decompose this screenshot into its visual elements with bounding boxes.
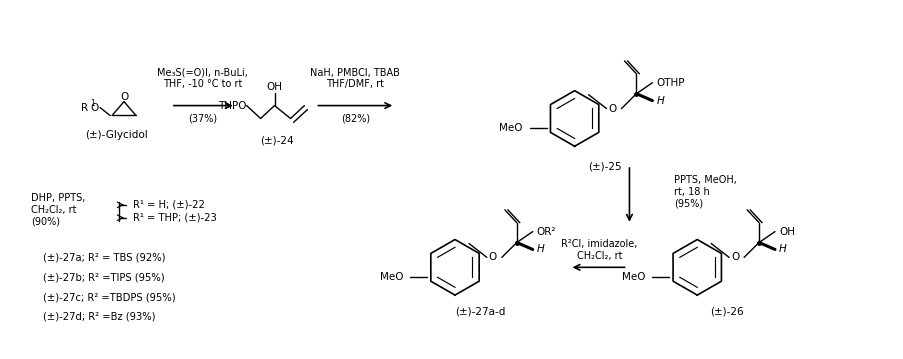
- Text: CH₂Cl₂, rt: CH₂Cl₂, rt: [576, 251, 621, 261]
- Text: OH: OH: [266, 82, 283, 92]
- Text: 1: 1: [90, 99, 95, 108]
- Text: R¹ = THP; (±)-23: R¹ = THP; (±)-23: [133, 213, 217, 223]
- Text: DHP, PPTS,: DHP, PPTS,: [32, 193, 86, 203]
- Text: PPTS, MeOH,: PPTS, MeOH,: [674, 175, 736, 185]
- Text: H: H: [778, 244, 786, 255]
- Text: THF, -10 °C to rt: THF, -10 °C to rt: [163, 79, 242, 89]
- Text: Me₃S(=O)I, n-BuLi,: Me₃S(=O)I, n-BuLi,: [157, 68, 248, 78]
- Text: (±)-24: (±)-24: [259, 135, 293, 145]
- Text: (37%): (37%): [188, 113, 217, 123]
- Text: THPO: THPO: [218, 101, 247, 111]
- Text: (±)-27a-d: (±)-27a-d: [454, 307, 505, 317]
- Text: (±)-26: (±)-26: [710, 307, 743, 317]
- Text: NaH, PMBCl, TBAB: NaH, PMBCl, TBAB: [310, 68, 400, 78]
- Text: THF/DMF, rt: THF/DMF, rt: [326, 79, 384, 89]
- Text: H: H: [536, 244, 544, 255]
- Text: OR²: OR²: [536, 227, 555, 237]
- Text: H: H: [656, 95, 664, 106]
- Text: MeO: MeO: [379, 272, 403, 282]
- Text: (±)-27c; R² =TBDPS (95%): (±)-27c; R² =TBDPS (95%): [43, 292, 176, 302]
- Text: R¹ = H; (±)-22: R¹ = H; (±)-22: [133, 200, 205, 210]
- Text: (±)-Glycidol: (±)-Glycidol: [85, 130, 147, 140]
- Text: MeO: MeO: [621, 272, 645, 282]
- Text: OH: OH: [778, 227, 794, 237]
- Text: R: R: [81, 103, 88, 113]
- Text: (±)-27d; R² =Bz (93%): (±)-27d; R² =Bz (93%): [43, 312, 155, 322]
- Text: (90%): (90%): [32, 217, 61, 227]
- Text: rt, 18 h: rt, 18 h: [674, 187, 709, 197]
- Text: MeO: MeO: [498, 123, 522, 134]
- Text: R²Cl, imidazole,: R²Cl, imidazole,: [561, 239, 637, 250]
- Text: (±)-27b; R² =TIPS (95%): (±)-27b; R² =TIPS (95%): [43, 272, 164, 282]
- Text: (±)-27a; R² = TBS (92%): (±)-27a; R² = TBS (92%): [43, 252, 165, 262]
- Text: O: O: [489, 252, 497, 262]
- Text: O: O: [731, 252, 739, 262]
- Text: O: O: [120, 92, 128, 102]
- Text: OTHP: OTHP: [656, 78, 684, 88]
- Text: (82%): (82%): [340, 113, 369, 123]
- Text: O: O: [90, 103, 99, 113]
- Text: (±)-25: (±)-25: [587, 161, 620, 171]
- Text: O: O: [608, 103, 616, 113]
- Text: (95%): (95%): [674, 199, 703, 209]
- Text: CH₂Cl₂, rt: CH₂Cl₂, rt: [32, 205, 77, 215]
